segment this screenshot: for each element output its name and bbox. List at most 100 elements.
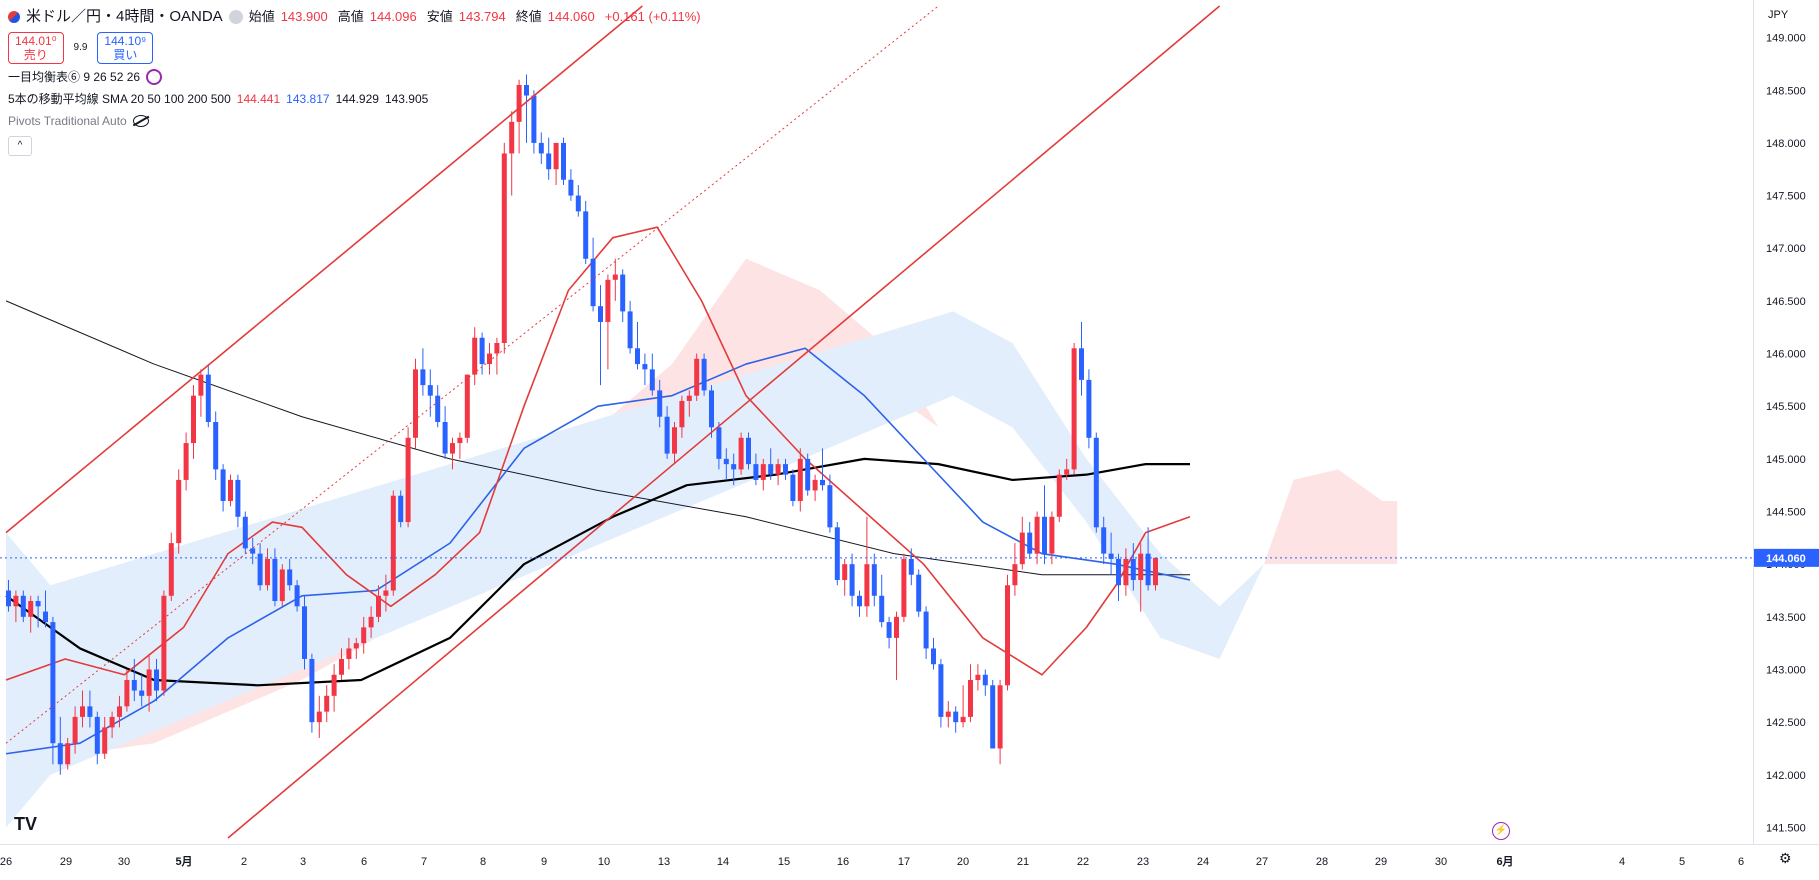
candle-body [590, 258, 596, 307]
candle-body [457, 437, 463, 444]
candle-body [583, 211, 589, 259]
candle-body [161, 595, 167, 691]
candle-body [1153, 557, 1158, 586]
candle-body [272, 558, 278, 602]
trend-line-0[interactable] [5, 5, 643, 534]
time-axis[interactable]: 26 29 30 5月 2 3 6 7 8 9 10 13 14 15 16 17 20 21 22 23 24 27 28… [0, 844, 1819, 875]
collapse-legend-icon[interactable] [228, 10, 243, 24]
candle-body [131, 680, 137, 691]
candle-body [805, 458, 811, 491]
candle-body [960, 716, 966, 723]
candle-body [346, 648, 352, 659]
candle-body [627, 311, 633, 349]
candle-body [228, 479, 233, 501]
loading-spinner-icon [146, 69, 163, 85]
candle-body [1116, 558, 1121, 586]
indicator-pivots[interactable]: Pivots Traditional Auto [8, 112, 705, 130]
candle-body [57, 743, 63, 765]
symbol-title[interactable]: 米ドル／円・4時間・OANDA [26, 8, 223, 25]
candle-body [191, 395, 196, 444]
time-axis-labels: 26 29 30 5月 2 3 6 7 8 9 10 13 14 15 16 17 20 21 22 23 24 27 28… [0, 855, 1744, 868]
collapse-indicators-button[interactable]: ^ [8, 136, 32, 156]
candle-body [938, 664, 944, 717]
candle-body [864, 564, 870, 607]
settings-icon[interactable]: ⚙ [1779, 850, 1792, 866]
candle-body [198, 374, 204, 396]
candle-body [716, 427, 722, 459]
sell-button[interactable]: 144.01⁰ 売り [8, 32, 64, 64]
candle-body [80, 706, 85, 717]
candle-body [265, 558, 270, 586]
time-tick-label: 6 [1738, 856, 1744, 868]
candle-body [783, 464, 788, 475]
flash-icon[interactable]: ⚡ [1492, 822, 1510, 840]
candle-body [598, 306, 603, 322]
candle-body [205, 374, 211, 422]
time-tick-label: 3 [300, 856, 306, 868]
candle-body [390, 495, 396, 591]
candle-body [672, 427, 677, 454]
candle-body [94, 716, 100, 754]
candle-body [1101, 527, 1107, 554]
candle-body [427, 385, 433, 396]
buy-button[interactable]: 144.10⁹ 買い [97, 32, 154, 64]
indicator-sma[interactable]: 5本の移動平均線 SMA 20 50 100 200 500 144.441 14… [8, 90, 705, 108]
candle-body [812, 479, 818, 491]
time-tick-label: 23 [1137, 856, 1149, 868]
candle-body [398, 495, 404, 523]
candle-body [797, 458, 803, 501]
price-tick-label: 148.000 [1766, 138, 1806, 150]
time-tick-label: 29 [1375, 856, 1387, 868]
candle-body [575, 195, 581, 212]
price-axis[interactable]: JPY 149.000 148.500 148.000 147.500 147.000 14… [1753, 0, 1819, 844]
candle-body [1145, 553, 1151, 586]
candle-body [72, 716, 78, 744]
trend-channel-layer[interactable] [5, 5, 1221, 839]
spread-value: 9.9 [73, 42, 88, 53]
candle-body [553, 142, 559, 170]
candle-body [849, 564, 855, 596]
candle-body [450, 443, 455, 454]
candle-body [746, 437, 751, 465]
candle-body [1042, 516, 1047, 554]
candle-body [886, 622, 892, 638]
candle-body [168, 543, 174, 596]
candle-body [242, 516, 248, 549]
time-tick-label: 4 [1619, 856, 1625, 868]
currency-label[interactable]: JPY [1768, 9, 1789, 21]
sma50-line [5, 347, 1191, 755]
price-tick-label: 148.500 [1766, 85, 1806, 97]
eye-off-icon[interactable] [132, 115, 149, 127]
time-tick-label: 6 [361, 856, 367, 868]
candle-body [124, 680, 130, 707]
candle-body [827, 485, 833, 528]
candle-body [257, 553, 263, 586]
candle-body [857, 595, 862, 607]
tradingview-logo[interactable]: TV [14, 814, 38, 834]
price-tick-label: 145.500 [1766, 401, 1806, 413]
candle-body [657, 390, 663, 417]
candle-body [279, 569, 285, 602]
candle-body [464, 374, 470, 438]
candle-body [635, 348, 640, 365]
candle-body [479, 337, 485, 365]
candle-body [775, 464, 781, 475]
candle-body [620, 274, 626, 312]
time-tick-label: 13 [658, 856, 670, 868]
sell-label: 売り [23, 48, 48, 62]
sma-value-0: 144.441 [236, 92, 281, 106]
price-chart[interactable] [0, 0, 1753, 844]
indicator-ichimoku[interactable]: 一目均衡表⑥ 9 26 52 26 [8, 68, 705, 86]
ohlc-label-2: 安値 [426, 9, 453, 24]
candle-body [731, 464, 737, 470]
candle-body [501, 153, 507, 344]
candle-body [442, 422, 448, 454]
candle-body [701, 358, 707, 391]
trend-line-1[interactable] [227, 5, 1221, 839]
price-tick-label: 147.500 [1766, 191, 1806, 203]
candle-body [487, 353, 492, 365]
time-tick-label: 30 [118, 856, 130, 868]
candle-body [154, 669, 159, 691]
candle-body [1027, 532, 1033, 554]
trend-line-2[interactable] [5, 5, 939, 744]
